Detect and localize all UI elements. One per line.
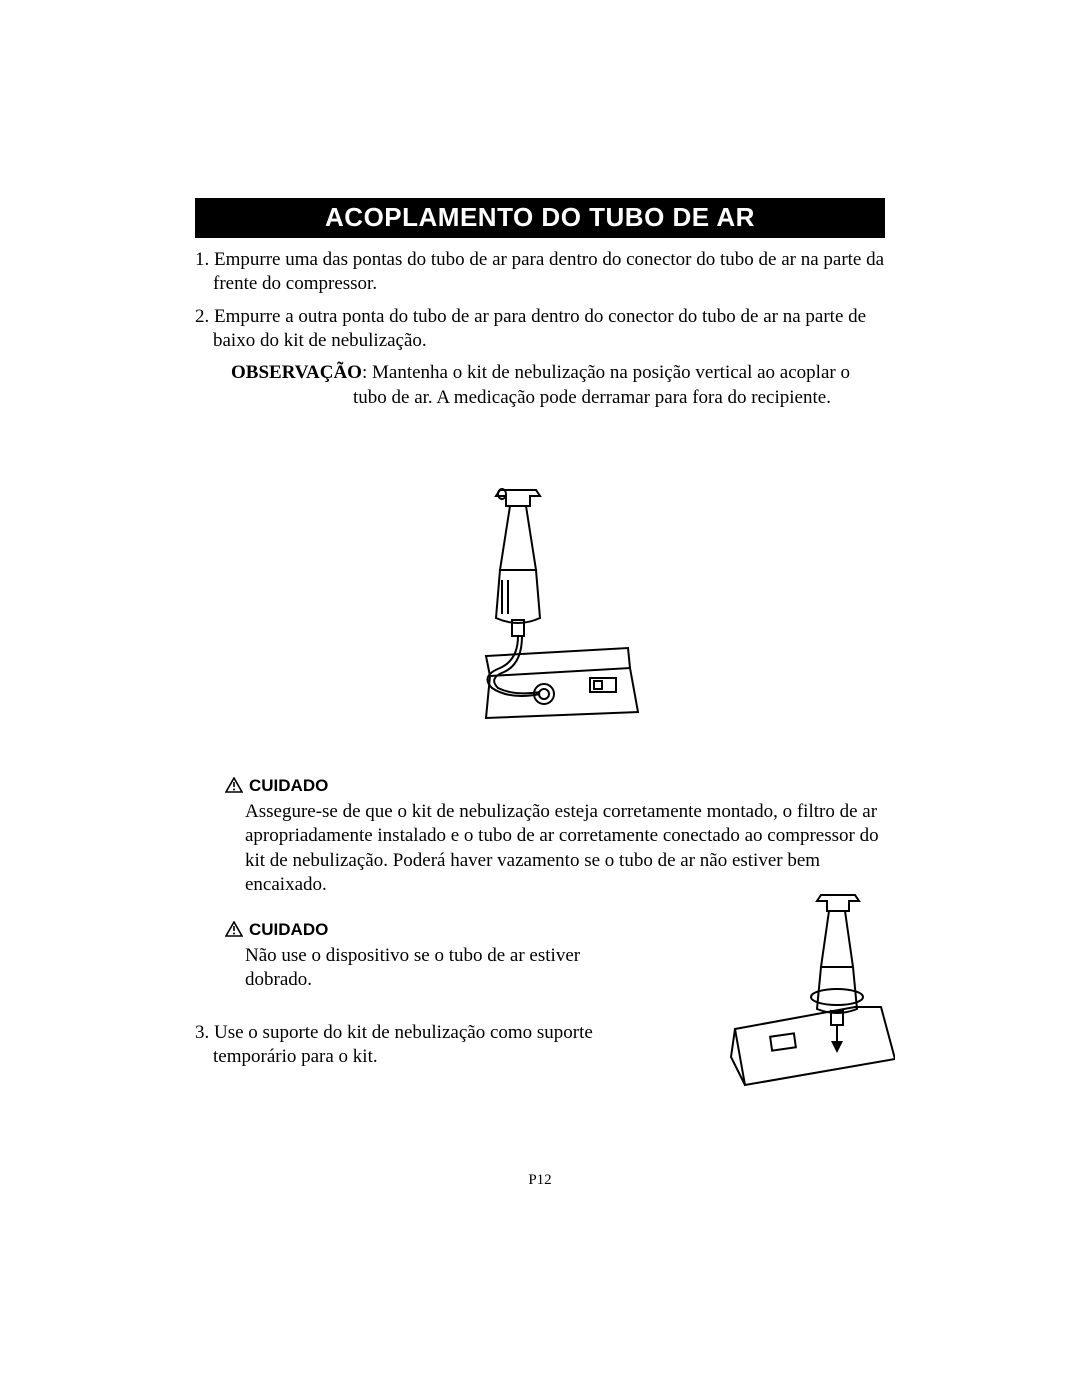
caution-2-label: CUIDADO (249, 920, 328, 939)
observation-note: OBSERVAÇÃO: Mantenha o kit de nebulizaçã… (213, 361, 885, 410)
step-1: 1. Empurre uma das pontas do tubo de ar … (195, 248, 885, 297)
warning-icon (225, 921, 243, 937)
section-title: ACOPLAMENTO DO TUBO DE AR (195, 198, 885, 238)
nebulizer-holder-illustration (725, 889, 895, 1089)
observation-label: OBSERVAÇÃO (231, 362, 362, 383)
warning-icon (225, 777, 243, 793)
caution-2-header: CUIDADO (225, 919, 625, 940)
page-number: P12 (195, 1172, 885, 1189)
caution-1: CUIDADO Assegure-se de que o kit de nebu… (195, 775, 885, 897)
caution-1-header: CUIDADO (225, 775, 885, 796)
nebulizer-compressor-illustration (430, 480, 650, 720)
caution-2-text: Não use o dispositivo se o tubo de ar es… (245, 944, 625, 993)
observation-text: : Mantenha o kit de nebulização na posiç… (353, 362, 850, 407)
manual-page: ACOPLAMENTO DO TUBO DE AR 1. Empurre uma… (195, 198, 885, 1069)
caution-1-text: Assegure-se de que o kit de nebulização … (245, 800, 885, 897)
caution-1-label: CUIDADO (249, 776, 328, 795)
figure-main (195, 480, 885, 725)
figure-side (725, 889, 895, 1094)
step-3: 3. Use o suporte do kit de nebulização c… (195, 1021, 615, 1070)
caution-2-and-step-3: CUIDADO Não use o dispositivo se o tubo … (195, 919, 885, 1069)
step-2: 2. Empurre a outra ponta do tubo de ar p… (195, 305, 885, 354)
